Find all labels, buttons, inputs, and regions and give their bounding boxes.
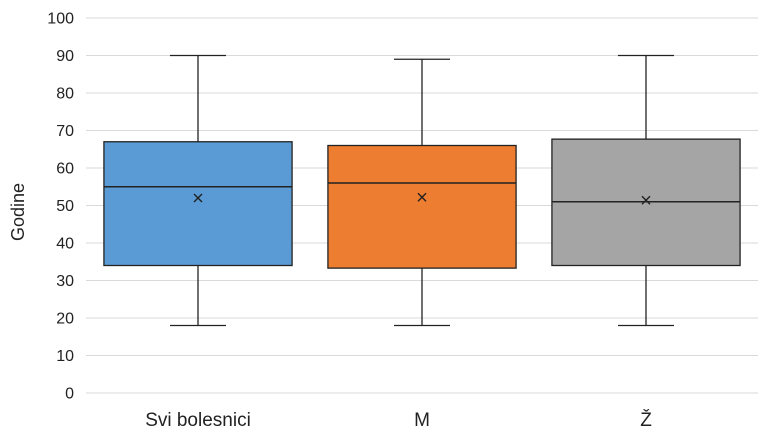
mean-marker [641,195,651,205]
box-3 [551,54,741,327]
y-tick-label: 100 [47,11,74,28]
iqr-box [327,144,517,269]
y-tick-label: 30 [56,273,74,290]
y-axis-ticks: 0 10 20 30 40 50 60 70 80 90 100 [47,11,74,403]
mean-marker [417,192,427,202]
y-tick-label: 60 [56,161,74,178]
y-axis-title: Godine [8,183,28,241]
y-tick-label: 0 [65,386,74,403]
x-category-label: Svi bolesnici [145,410,251,431]
y-tick-label: 70 [56,123,74,140]
y-tick-label: 90 [56,48,74,65]
x-category-label: M [414,410,430,431]
x-axis-labels: Svi bolesnici M Ž [145,409,652,431]
box-1 [103,54,293,327]
y-tick-label: 10 [56,348,74,365]
box-2 [327,58,517,327]
y-tick-label: 50 [56,198,74,215]
y-tick-label: 40 [56,236,74,253]
boxes [103,54,741,327]
iqr-box [103,141,293,267]
mean-marker [193,193,203,203]
x-category-label: Ž [640,409,652,431]
y-tick-label: 20 [56,311,74,328]
y-tick-label: 80 [56,86,74,103]
